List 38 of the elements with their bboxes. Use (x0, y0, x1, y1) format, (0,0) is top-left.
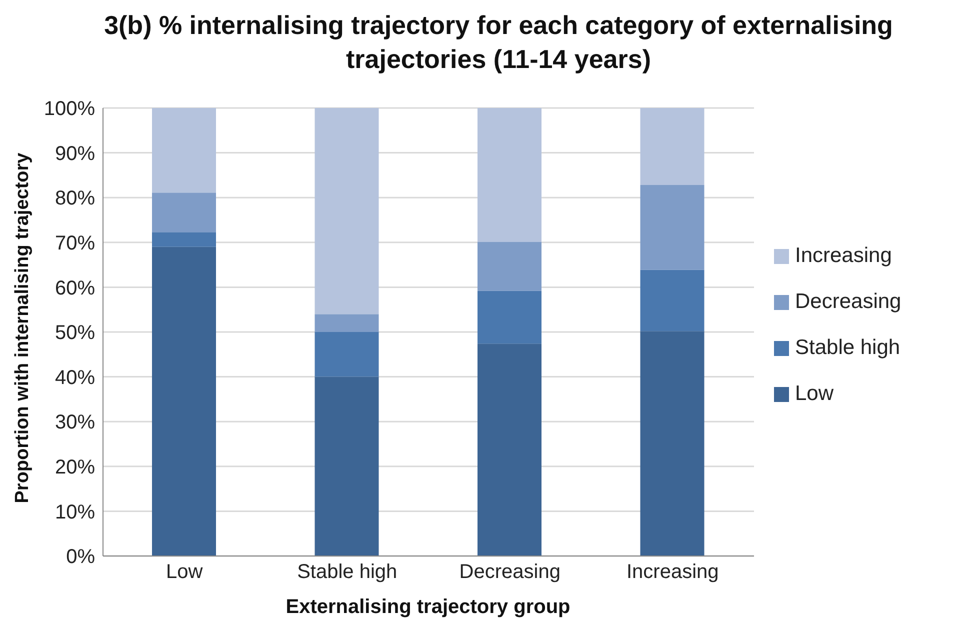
bar (314, 332, 379, 377)
legend-label: Stable high (795, 336, 900, 360)
legend-label: Increasing (795, 244, 892, 268)
legend-label: Decreasing (795, 290, 902, 314)
y-tick-label: 90% (54, 142, 96, 165)
bar (478, 108, 542, 242)
chart-title: 3(b) % internalising trajectory for each category of externalising trajectories (11-14 years) (103, 9, 894, 76)
bar (152, 246, 216, 556)
bar (314, 376, 379, 556)
bar (152, 192, 216, 232)
y-tick-label: 40% (54, 366, 96, 389)
bar (152, 232, 216, 247)
y-tick-label: 70% (54, 232, 96, 254)
y-axis-title: Proportion with internalising trajectory (12, 152, 34, 504)
bar (478, 242, 542, 291)
x-tick-label: Low (166, 561, 204, 584)
legend-label: Low (795, 382, 834, 406)
bar (314, 314, 379, 332)
bar (478, 290, 542, 344)
x-axis-title: Externalising trajectory group (284, 596, 572, 619)
bar (640, 270, 704, 332)
y-tick-label: 60% (54, 277, 96, 300)
bar (640, 331, 704, 556)
y-tick-label: 30% (54, 412, 96, 434)
x-tick-label: Increasing (626, 561, 719, 584)
bar (640, 108, 704, 186)
y-tick-label: 100% (44, 98, 96, 120)
y-tick-label: 20% (54, 456, 96, 478)
y-tick-label: 10% (54, 501, 96, 524)
bar (152, 108, 216, 193)
bar (640, 185, 704, 270)
bar (478, 344, 542, 556)
x-tick-label: Stable high (297, 561, 398, 584)
bar (314, 108, 379, 314)
y-tick-label: 80% (54, 188, 96, 210)
y-tick-label: 50% (54, 322, 96, 344)
y-tick-label: 0% (66, 546, 96, 568)
x-tick-label: Decreasing (459, 561, 560, 584)
